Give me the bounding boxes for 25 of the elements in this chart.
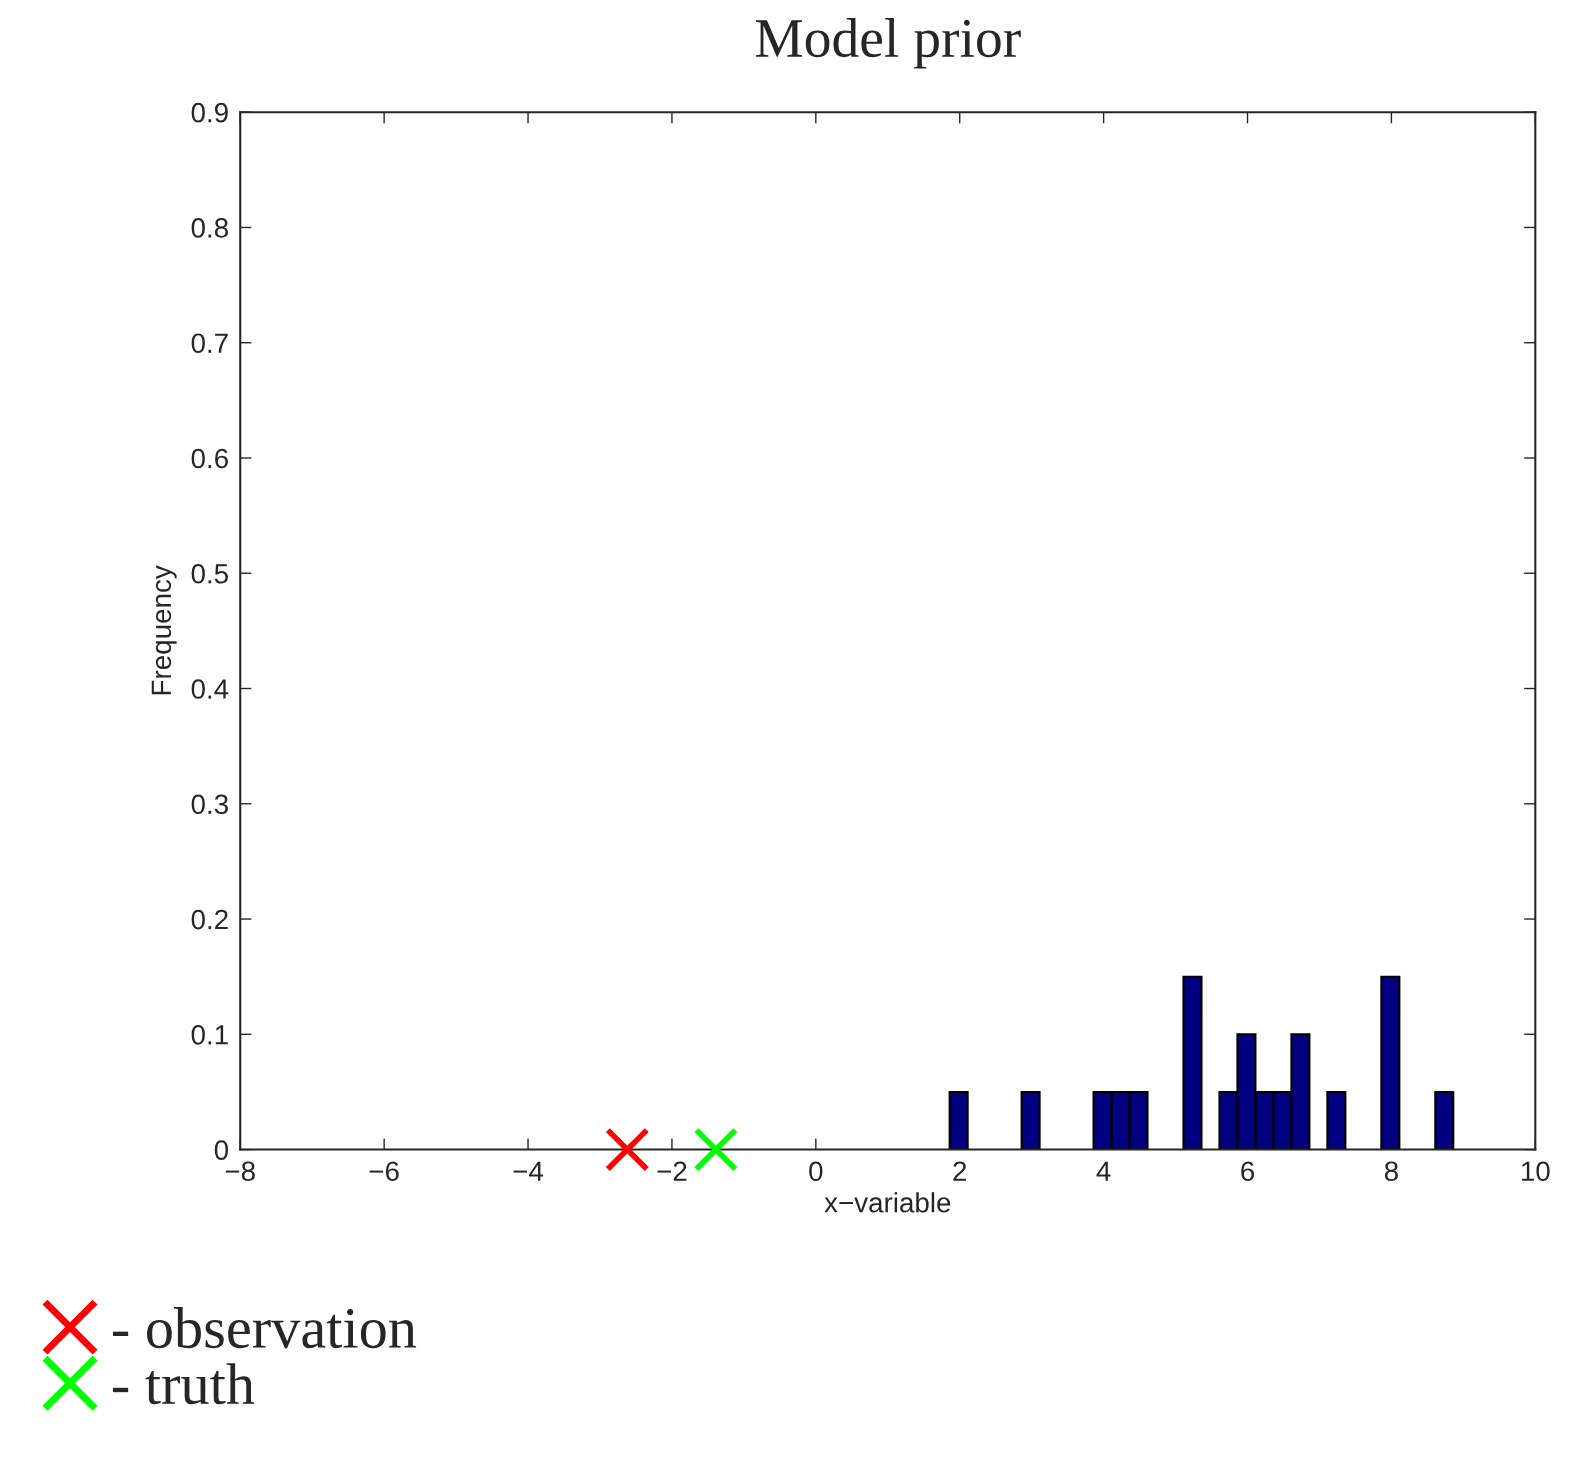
- y-tick-label: 0.1: [191, 1024, 228, 1045]
- y-tick-label: 0.9: [191, 102, 228, 123]
- y-tick-label: 0.3: [191, 794, 228, 815]
- x-tick-label: −2: [657, 1161, 687, 1181]
- y-tick-label: 0.5: [191, 563, 228, 584]
- x-axis-title: x−variable: [824, 1192, 951, 1213]
- x-tick-label: 8: [1384, 1161, 1398, 1182]
- x-tick-label: 10: [1521, 1161, 1550, 1182]
- x-tick-label: −8: [225, 1161, 255, 1182]
- y-tick-label: 0.2: [191, 909, 228, 930]
- x-tick-label: 2: [953, 1161, 967, 1181]
- chart-title: Model prior: [755, 18, 1021, 69]
- x-tick-label: 0: [809, 1161, 823, 1182]
- x-tick-label: 4: [1096, 1161, 1111, 1181]
- x-tick-label: −4: [513, 1161, 544, 1181]
- x-tick-label: −6: [369, 1161, 399, 1182]
- x-tick-label: 6: [1241, 1161, 1255, 1182]
- y-tick-label: 0.6: [191, 448, 228, 469]
- y-axis-title: Frequency: [151, 565, 177, 695]
- y-tick-label: 0.8: [191, 218, 228, 238]
- legend-label: - truth: [113, 1363, 255, 1405]
- y-tick-label: 0.4: [191, 679, 229, 699]
- y-tick-label: 0: [214, 1140, 229, 1160]
- legend-label: - observation: [113, 1307, 417, 1349]
- y-tick-label: 0.7: [191, 333, 228, 354]
